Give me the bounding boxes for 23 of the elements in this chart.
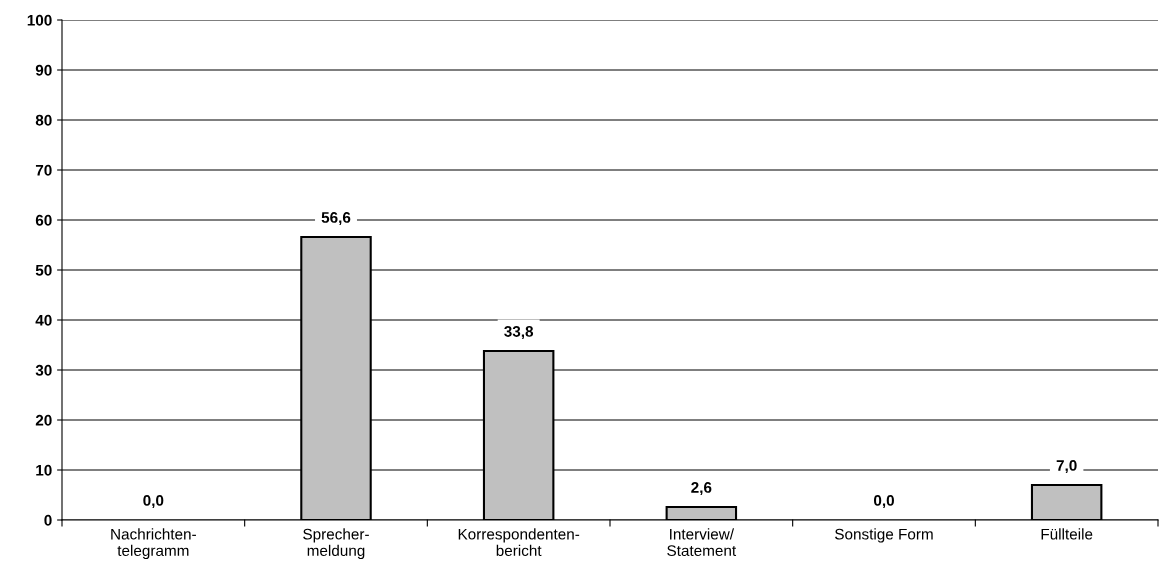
x-tick-label: Korrespondenten- bericht — [458, 528, 580, 557]
data-label: 7,0 — [1056, 460, 1077, 474]
y-tick-label: 10 — [36, 464, 52, 476]
x-tick-label: Nachrichten- telegramm — [111, 528, 196, 560]
y-tick-label: 70 — [35, 164, 52, 176]
x-tick-label: Füllteile — [1041, 528, 1093, 540]
y-tick-label: 90 — [35, 64, 52, 76]
y-tick-label: 0 — [44, 514, 52, 526]
x-tick-label: Sprecher- meldung — [303, 528, 369, 560]
x-tick-label: Sonstige Form — [835, 528, 933, 543]
data-label: 2,6 — [691, 482, 712, 496]
data-label: 0,0 — [873, 495, 894, 509]
y-tick-label: 60 — [35, 214, 52, 226]
y-tick-label: 30 — [35, 364, 52, 376]
data-label: 33,8 — [504, 326, 534, 340]
y-tick-label: 20 — [35, 414, 52, 426]
x-tick-label: Interview/ Statement — [667, 528, 737, 557]
data-label: 0,0 — [143, 495, 164, 509]
y-tick-label: 40 — [35, 314, 52, 326]
y-tick-label: 80 — [35, 114, 52, 126]
y-tick-label: 50 — [35, 264, 52, 276]
y-tick-label: 100 — [27, 14, 52, 26]
data-label: 56,6 — [321, 212, 351, 226]
